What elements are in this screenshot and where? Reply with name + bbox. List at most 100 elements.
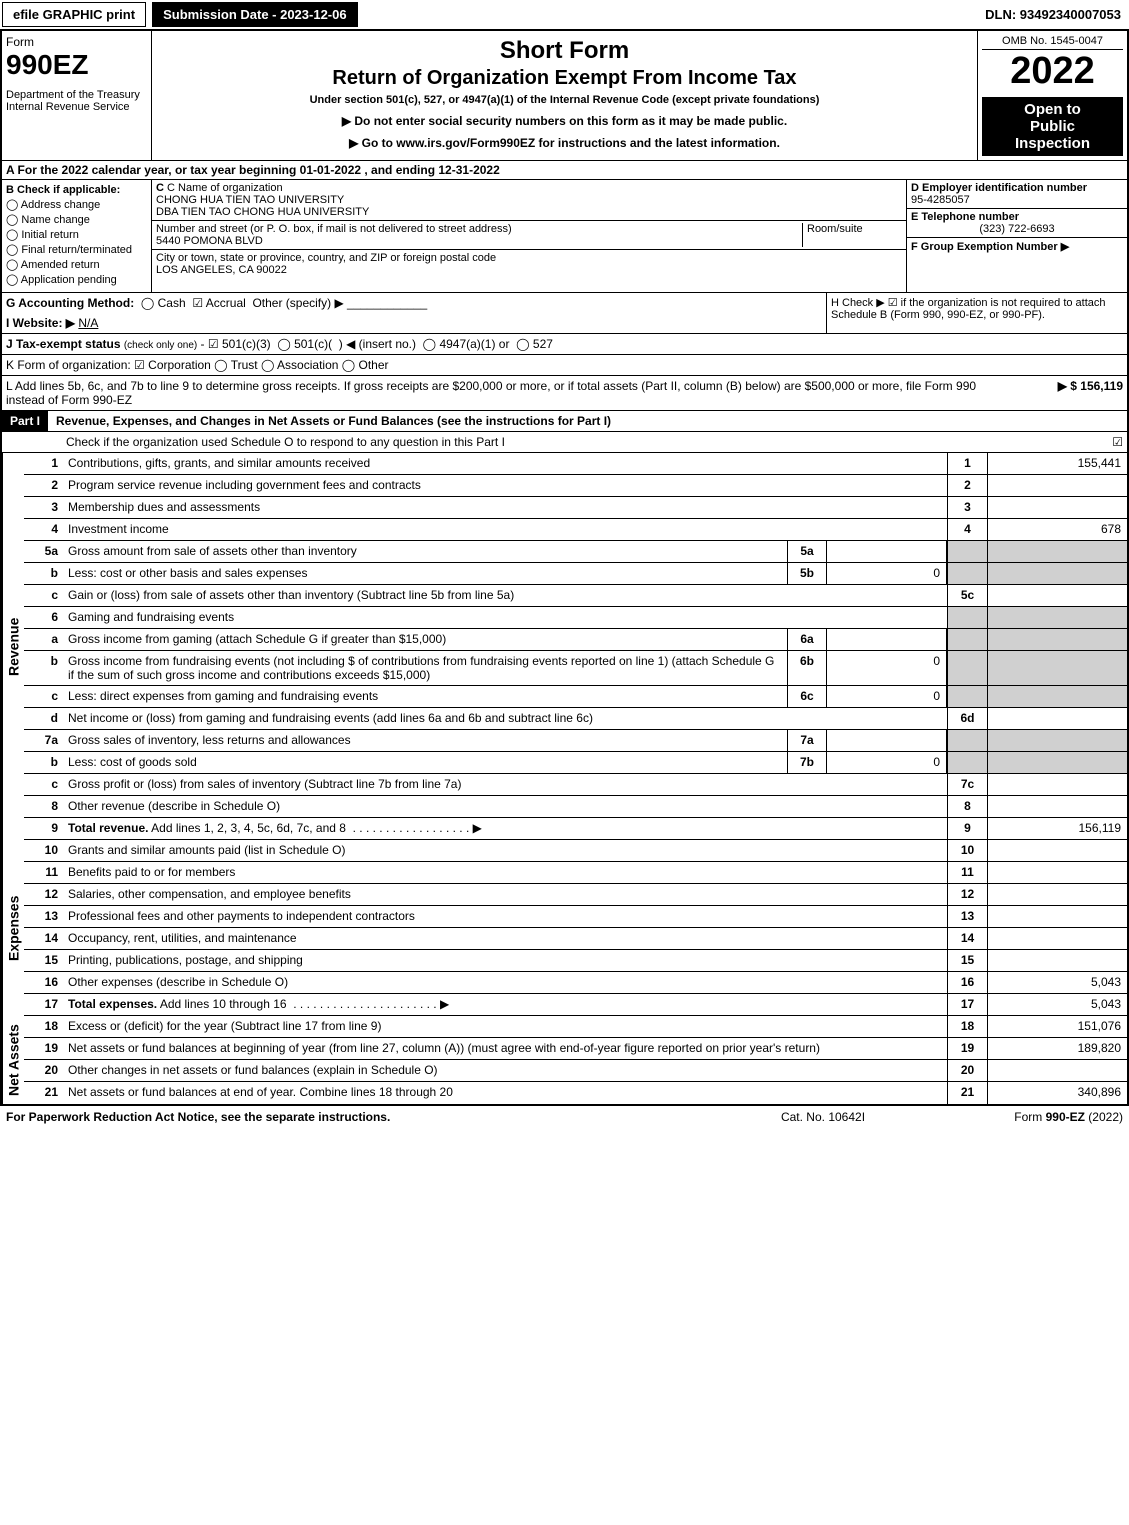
ln9-box: 9 xyxy=(947,818,987,839)
ln6-num: 6 xyxy=(24,607,64,628)
form-title: Return of Organization Exempt From Incom… xyxy=(158,67,971,90)
ln6c-desc: Less: direct expenses from gaming and fu… xyxy=(64,686,787,707)
ln20-val xyxy=(987,1060,1127,1081)
ln18-val: 151,076 xyxy=(987,1016,1127,1037)
phone-label: E Telephone number xyxy=(911,211,1019,223)
line-6a: a Gross income from gaming (attach Sched… xyxy=(24,629,1127,651)
ln2-box: 2 xyxy=(947,475,987,496)
line-20: 20 Other changes in net assets or fund b… xyxy=(24,1060,1127,1082)
phone-value: (323) 722-6693 xyxy=(911,223,1123,235)
ln15-val xyxy=(987,950,1127,971)
ln21-num: 21 xyxy=(24,1082,64,1104)
line-17: 17 Total expenses. Add lines 10 through … xyxy=(24,994,1127,1016)
ln5b-desc: Less: cost or other basis and sales expe… xyxy=(64,563,787,584)
expenses-section: Expenses 10 Grants and similar amounts p… xyxy=(2,840,1127,1016)
ln7b-box xyxy=(947,752,987,773)
chk-initial-return[interactable]: ◯ Initial return xyxy=(6,228,147,241)
row-h: H Check ▶ ☑ if the organization is not r… xyxy=(827,293,1127,333)
open-public-badge: Open to Public Inspection xyxy=(982,97,1123,156)
line-7b: b Less: cost of goods sold 7b 0 xyxy=(24,752,1127,774)
short-form-title: Short Form xyxy=(158,37,971,65)
efile-label: efile GRAPHIC print xyxy=(2,2,146,27)
ln20-num: 20 xyxy=(24,1060,64,1081)
ssn-note: ▶ Do not enter social security numbers o… xyxy=(158,114,971,128)
ln5c-val xyxy=(987,585,1127,606)
ln3-num: 3 xyxy=(24,497,64,518)
ln5a-desc: Gross amount from sale of assets other t… xyxy=(64,541,787,562)
ln2-val xyxy=(987,475,1127,496)
row-l-value: ▶ $ 156,119 xyxy=(1003,379,1123,407)
website-value: N/A xyxy=(78,316,98,330)
ln21-val: 340,896 xyxy=(987,1082,1127,1104)
row-gh: G Accounting Method: ◯ Cash ☑ Accrual Ot… xyxy=(2,293,1127,334)
inspection: Inspection xyxy=(984,135,1121,152)
ln6b-subval: 0 xyxy=(827,651,947,685)
form-word: Form xyxy=(6,35,147,49)
row-a-tax-year: A For the 2022 calendar year, or tax yea… xyxy=(2,161,1127,180)
expenses-side-label: Expenses xyxy=(2,840,24,1016)
other-option[interactable]: Other (specify) ▶ xyxy=(252,296,343,310)
ln5b-sub: 5b xyxy=(787,563,827,584)
ln15-num: 15 xyxy=(24,950,64,971)
row-g: G Accounting Method: ◯ Cash ☑ Accrual Ot… xyxy=(2,293,827,333)
ln17-desc: Total expenses. Add lines 10 through 16 … xyxy=(64,994,947,1015)
org-name-label: C C Name of organization xyxy=(156,182,902,194)
ln16-num: 16 xyxy=(24,972,64,993)
dept-treasury: Department of the Treasury xyxy=(6,89,147,101)
line-9: 9 Total revenue. Add lines 1, 2, 3, 4, 5… xyxy=(24,818,1127,840)
row-k-org-form: K Form of organization: ☑ Corporation ◯ … xyxy=(2,355,1127,376)
addr-value: 5440 POMONA BLVD xyxy=(156,235,802,247)
ln7a-num: 7a xyxy=(24,730,64,751)
form-number: 990EZ xyxy=(6,49,147,81)
ln6d-box: 6d xyxy=(947,708,987,729)
ln6a-box xyxy=(947,629,987,650)
chk-amended-return[interactable]: ◯ Amended return xyxy=(6,258,147,271)
row-l-text: L Add lines 5b, 6c, and 7b to line 9 to … xyxy=(6,379,1003,407)
ln20-desc: Other changes in net assets or fund bala… xyxy=(64,1060,947,1081)
ln6d-val xyxy=(987,708,1127,729)
open-to: Open to xyxy=(984,101,1121,118)
ln6b-desc: Gross income from fundraising events (no… xyxy=(64,651,787,685)
chk-address-change[interactable]: ◯ Address change xyxy=(6,198,147,211)
chk-application-pending[interactable]: ◯ Application pending xyxy=(6,273,147,286)
ln4-num: 4 xyxy=(24,519,64,540)
part1-checkbox[interactable]: ☑ xyxy=(1093,435,1123,449)
instructions-link[interactable]: ▶ Go to www.irs.gov/Form990EZ for instru… xyxy=(158,136,971,150)
ln1-box: 1 xyxy=(947,453,987,474)
row-l-gross-receipts: L Add lines 5b, 6c, and 7b to line 9 to … xyxy=(2,376,1127,411)
chk-final-return[interactable]: ◯ Final return/terminated xyxy=(6,243,147,256)
ln4-val: 678 xyxy=(987,519,1127,540)
ln5a-sub: 5a xyxy=(787,541,827,562)
ln8-num: 8 xyxy=(24,796,64,817)
header-right: OMB No. 1545-0047 2022 Open to Public In… xyxy=(977,31,1127,160)
info-grid: B Check if applicable: ◯ Address change … xyxy=(2,180,1127,293)
ln7b-val xyxy=(987,752,1127,773)
ln7a-val xyxy=(987,730,1127,751)
ln16-val: 5,043 xyxy=(987,972,1127,993)
ln5b-val xyxy=(987,563,1127,584)
ln13-val xyxy=(987,906,1127,927)
col-b-checkboxes: B Check if applicable: ◯ Address change … xyxy=(2,180,152,292)
col-b-label: B Check if applicable: xyxy=(6,184,120,196)
ln1-num: 1 xyxy=(24,453,64,474)
cash-option[interactable]: Cash xyxy=(158,296,186,310)
part1-header-row: Part I Revenue, Expenses, and Changes in… xyxy=(2,411,1127,432)
ln7c-desc: Gross profit or (loss) from sales of inv… xyxy=(64,774,947,795)
ln18-box: 18 xyxy=(947,1016,987,1037)
ln4-desc: Investment income xyxy=(64,519,947,540)
ln6-desc: Gaming and fundraising events xyxy=(64,607,947,628)
ln21-desc: Net assets or fund balances at end of ye… xyxy=(64,1082,947,1104)
ln6-val xyxy=(987,607,1127,628)
ln18-desc: Excess or (deficit) for the year (Subtra… xyxy=(64,1016,947,1037)
ln7b-desc: Less: cost of goods sold xyxy=(64,752,787,773)
chk-name-change[interactable]: ◯ Name change xyxy=(6,213,147,226)
part1-title: Revenue, Expenses, and Changes in Net As… xyxy=(48,411,619,431)
ln5c-desc: Gain or (loss) from sale of assets other… xyxy=(64,585,947,606)
line-15: 15 Printing, publications, postage, and … xyxy=(24,950,1127,972)
dln: DLN: 93492340007053 xyxy=(985,7,1127,22)
ln6b-sub: 6b xyxy=(787,651,827,685)
accrual-option[interactable]: Accrual xyxy=(206,296,246,310)
group-exemption-label: F Group Exemption Number ▶ xyxy=(911,241,1069,253)
room-suite-label: Room/suite xyxy=(802,223,902,247)
ln6a-sub: 6a xyxy=(787,629,827,650)
